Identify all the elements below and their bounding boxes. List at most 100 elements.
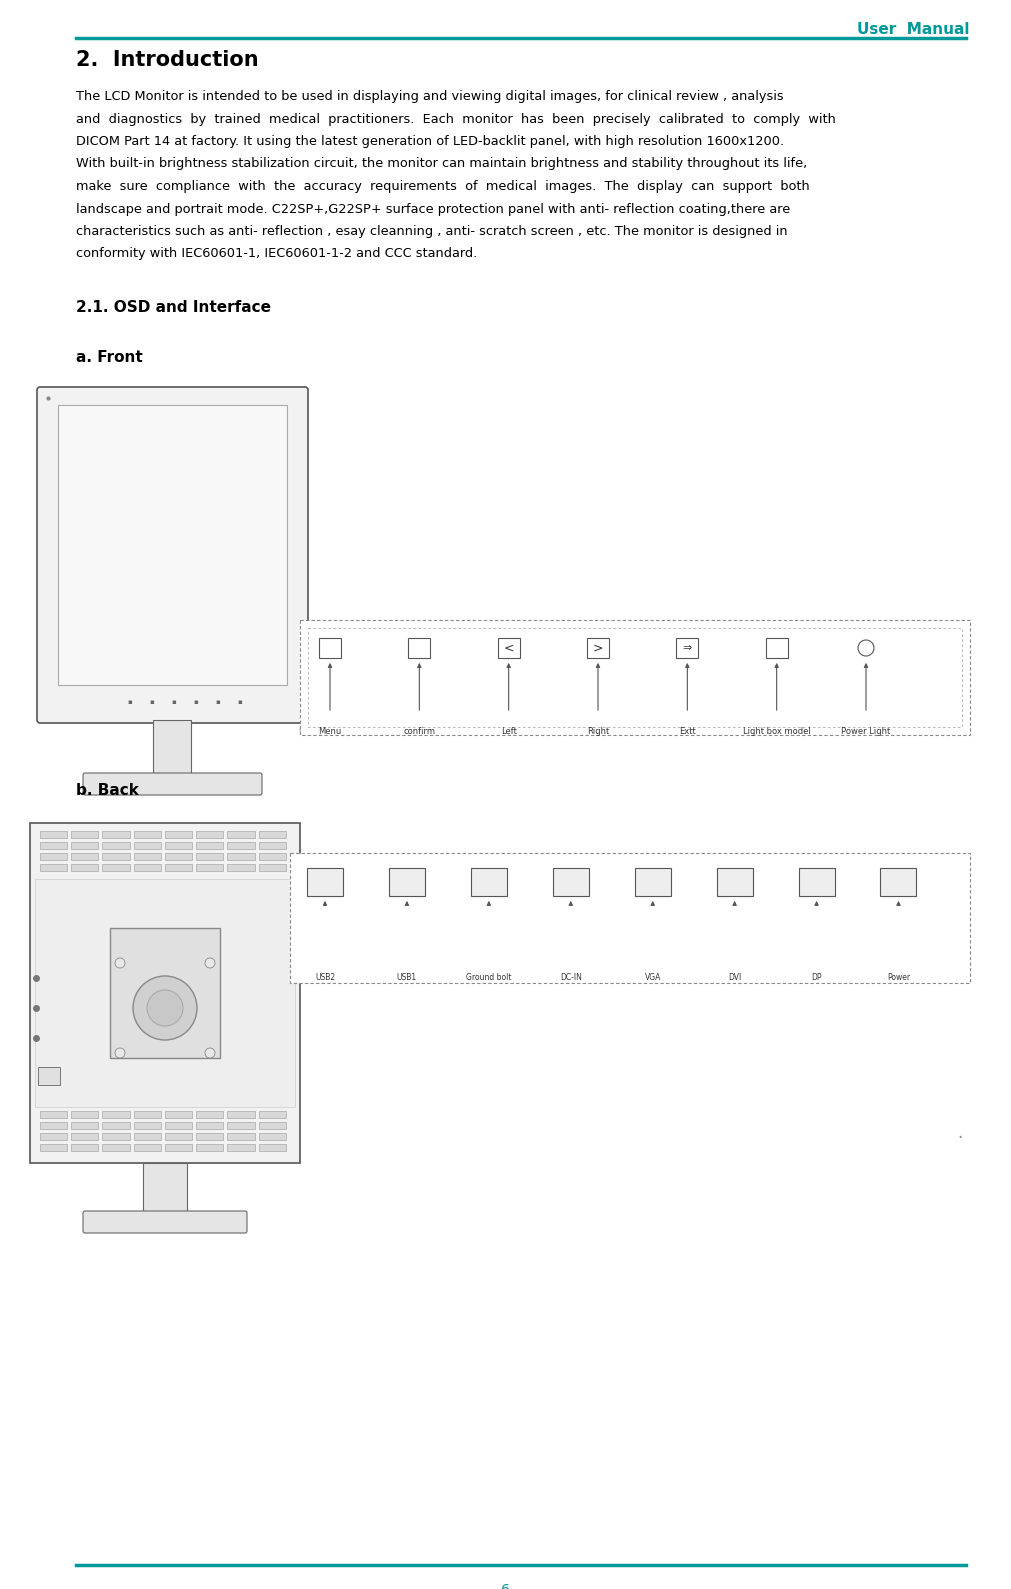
Bar (165, 1144, 192, 1150)
Text: Extt: Extt (678, 728, 695, 736)
Bar (40, 1122, 67, 1130)
Bar (497, 639, 520, 658)
Bar (165, 1111, 192, 1119)
Bar (259, 1111, 286, 1119)
Bar (58, 405, 287, 685)
Bar (165, 864, 192, 871)
Bar (165, 1122, 192, 1130)
Bar (259, 831, 286, 837)
Text: DVI: DVI (727, 972, 740, 982)
Text: make  sure  compliance  with  the  accuracy  requirements  of  medical  images. : make sure compliance with the accuracy r… (76, 180, 809, 192)
Text: confirm: confirm (403, 728, 435, 736)
Text: .: . (956, 1123, 961, 1142)
Bar (133, 1133, 161, 1139)
Bar (40, 831, 67, 837)
Bar (586, 639, 609, 658)
Text: USB1: USB1 (396, 972, 417, 982)
Bar (165, 842, 192, 849)
Bar (227, 831, 255, 837)
Bar (196, 1133, 223, 1139)
Bar (40, 864, 67, 871)
Bar (102, 842, 129, 849)
Bar (71, 842, 98, 849)
Bar (102, 853, 129, 860)
Bar (290, 853, 969, 984)
Text: >: > (592, 642, 603, 655)
Bar (675, 639, 698, 658)
Bar (196, 853, 223, 860)
Circle shape (205, 1049, 214, 1058)
Bar (133, 831, 161, 837)
Bar (388, 868, 425, 896)
Bar (306, 868, 343, 896)
Bar (102, 831, 129, 837)
Text: DP: DP (811, 972, 821, 982)
Bar (227, 842, 255, 849)
Bar (196, 831, 223, 837)
Bar (227, 1111, 255, 1119)
Bar (470, 868, 507, 896)
Bar (30, 823, 299, 1163)
Circle shape (147, 990, 183, 1026)
Bar (102, 1144, 129, 1150)
Bar (133, 1122, 161, 1130)
FancyBboxPatch shape (37, 388, 307, 723)
Bar (133, 842, 161, 849)
FancyBboxPatch shape (83, 1211, 247, 1233)
Bar (259, 864, 286, 871)
Bar (227, 853, 255, 860)
Text: a. Front: a. Front (76, 350, 143, 365)
Bar (102, 1111, 129, 1119)
Bar (765, 639, 787, 658)
Bar (102, 1133, 129, 1139)
Bar (259, 853, 286, 860)
Bar (259, 842, 286, 849)
Bar (154, 720, 191, 775)
Bar (102, 1122, 129, 1130)
Bar (40, 1144, 67, 1150)
Bar (716, 868, 752, 896)
Text: VGA: VGA (644, 972, 660, 982)
Text: 2.  Introduction: 2. Introduction (76, 49, 258, 70)
Bar (133, 864, 161, 871)
Text: ▪: ▪ (172, 699, 176, 706)
Bar (227, 864, 255, 871)
Text: Ground bolt: Ground bolt (466, 972, 512, 982)
Bar (259, 1144, 286, 1150)
Bar (227, 1144, 255, 1150)
Text: <: < (502, 642, 514, 655)
FancyBboxPatch shape (83, 772, 262, 794)
Text: landscape and portrait mode. C22SP+,G22SP+ surface protection panel with anti- r: landscape and portrait mode. C22SP+,G22S… (76, 202, 790, 216)
Circle shape (857, 640, 874, 656)
Text: ▪: ▪ (238, 699, 243, 706)
Text: 2.1. OSD and Interface: 2.1. OSD and Interface (76, 300, 271, 315)
Bar (40, 1133, 67, 1139)
Bar (102, 864, 129, 871)
Circle shape (115, 1049, 125, 1058)
Bar (227, 1122, 255, 1130)
Bar (40, 842, 67, 849)
Text: DICOM Part 14 at factory. It using the latest generation of LED-backlit panel, w: DICOM Part 14 at factory. It using the l… (76, 135, 784, 148)
Bar (196, 1144, 223, 1150)
Bar (165, 831, 192, 837)
Circle shape (132, 976, 197, 1039)
Text: The LCD Monitor is intended to be used in displaying and viewing digital images,: The LCD Monitor is intended to be used i… (76, 91, 783, 103)
Bar (798, 868, 834, 896)
Bar (133, 853, 161, 860)
Text: ▪: ▪ (215, 699, 220, 706)
Bar (165, 853, 192, 860)
Text: ▪: ▪ (193, 699, 198, 706)
Text: USB2: USB2 (314, 972, 335, 982)
Bar (71, 1133, 98, 1139)
Text: characteristics such as anti- reflection , esay cleanning , anti- scratch screen: characteristics such as anti- reflection… (76, 226, 787, 238)
Bar (40, 1111, 67, 1119)
Circle shape (205, 958, 214, 968)
Bar (307, 628, 961, 728)
Bar (407, 639, 430, 658)
Text: User  Manual: User Manual (856, 22, 969, 37)
Text: Power: Power (886, 972, 909, 982)
Bar (165, 1133, 192, 1139)
Bar (133, 1111, 161, 1119)
Text: Power Light: Power Light (840, 728, 890, 736)
Text: ▪: ▪ (127, 699, 132, 706)
